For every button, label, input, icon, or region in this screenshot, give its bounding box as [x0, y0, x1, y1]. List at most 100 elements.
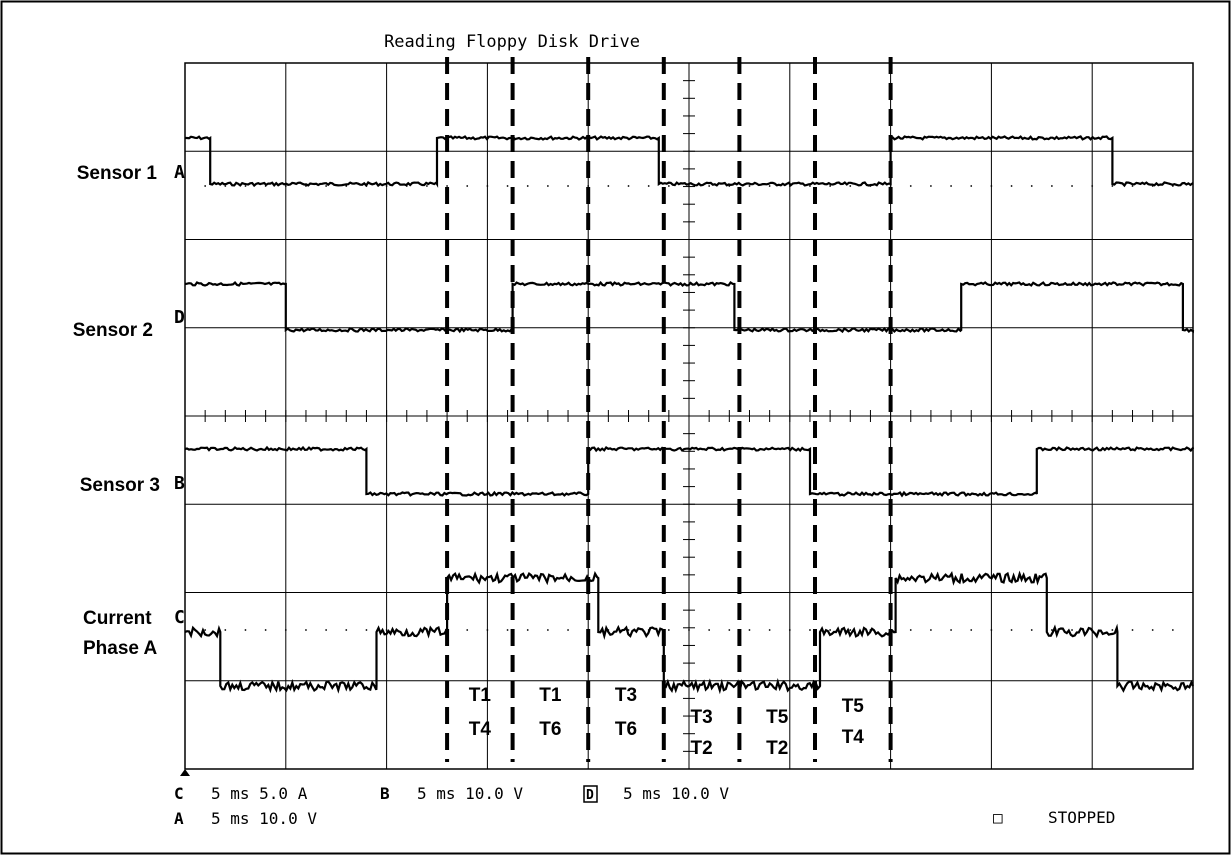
status-indicator-icon: □: [993, 808, 1003, 827]
ground-dot: [1131, 185, 1134, 187]
ground-dot: [1131, 629, 1134, 631]
ground-dot: [546, 629, 549, 631]
ground-dot: [385, 629, 388, 631]
readout-c-channel: C: [174, 784, 184, 803]
segment-label-bottom: T4: [842, 727, 865, 748]
ground-dot: [849, 629, 852, 631]
segment-label-bottom: T6: [615, 719, 637, 740]
channel-marker-a: A: [174, 162, 185, 183]
ground-dot: [809, 185, 811, 187]
readout-b-channel: B: [380, 784, 390, 803]
ground-dot: [748, 629, 751, 631]
readout-a-channel: A: [174, 809, 184, 828]
ground-dot: [930, 185, 932, 187]
ground-dot: [325, 629, 328, 631]
ground-dot: [567, 629, 569, 631]
label-sensor-3: Sensor 3: [80, 475, 160, 496]
ground-dot: [909, 185, 912, 187]
ground-dot: [809, 629, 811, 631]
segment-label-top: T1: [539, 685, 562, 706]
ground-dot: [1050, 185, 1053, 187]
segment-label-top: T5: [842, 696, 865, 717]
ground-dot: [970, 185, 973, 187]
ground-dot: [950, 185, 952, 187]
ground-dot: [224, 629, 227, 631]
ground-dot: [446, 185, 448, 187]
ground-dot: [325, 185, 328, 187]
ground-dot: [930, 629, 932, 631]
ground-dot: [1010, 185, 1013, 187]
dashed-markers: [445, 57, 893, 762]
ground-dot: [567, 185, 569, 187]
ground-dot: [506, 185, 509, 187]
ground-dot: [204, 629, 207, 631]
ground-dot: [587, 185, 590, 187]
label-current-line1: Current: [83, 608, 152, 629]
channel-marker-c: C: [174, 607, 185, 628]
ground-dot: [224, 185, 227, 187]
ground-dot: [728, 629, 731, 631]
graticule: [184, 62, 1194, 770]
segment-labels: T1 T4 T1 T6 T3 T6 T3 T2 T5 T2 T5 T4: [469, 685, 865, 759]
ground-dot: [345, 629, 348, 631]
ground-dot: [788, 629, 791, 631]
ground-dot: [990, 185, 993, 187]
segment-label-bottom: T2: [766, 738, 788, 759]
ground-dot: [950, 629, 952, 631]
ground-dot: [970, 629, 973, 631]
segment-label-top: T3: [691, 707, 713, 728]
ground-dot: [486, 185, 489, 187]
ground-dot: [305, 629, 307, 631]
ground-dot: [244, 185, 247, 187]
trace-current-phase-a: [184, 570, 1195, 695]
ground-dot: [667, 185, 670, 187]
ground-dot: [526, 185, 529, 187]
ground-dot: [1111, 629, 1114, 631]
ground-dot: [546, 185, 549, 187]
ground-dot: [1030, 629, 1033, 631]
trace-sensor-1: [185, 135, 1194, 188]
channel-marker-b: B: [174, 473, 185, 494]
readout-c-text: 5 ms 5.0 A: [211, 784, 308, 803]
ground-dot: [1171, 629, 1174, 631]
ground-dot: [627, 185, 630, 187]
ground-dot: [909, 629, 912, 631]
ground-dot: [1071, 185, 1073, 187]
segment-label-bottom: T6: [539, 719, 561, 740]
ground-dot: [526, 629, 529, 631]
ground-dot: [748, 185, 751, 187]
ground-dot: [466, 629, 469, 631]
ground-dot: [889, 185, 892, 187]
trace-sensor-3: [184, 445, 1195, 498]
ground-dot: [284, 185, 287, 187]
readout-b-text: 5 ms 10.0 V: [417, 784, 523, 803]
traces: [184, 135, 1195, 695]
ground-dot: [426, 185, 428, 187]
ground-dot: [244, 629, 247, 631]
ground-dot: [829, 185, 832, 187]
ground-dot: [849, 185, 852, 187]
ground-dot: [708, 185, 711, 187]
ground-dot: [1091, 185, 1094, 187]
ground-dot: [768, 185, 771, 187]
ground-dot: [365, 629, 368, 631]
segment-label-top: T5: [766, 707, 789, 728]
chart-title: Reading Floppy Disk Drive: [384, 32, 640, 52]
ground-dot: [1010, 629, 1013, 631]
label-sensor-1: Sensor 1: [77, 163, 158, 184]
readout-d-box: [583, 785, 598, 803]
trace-sensor-2: [184, 280, 1195, 334]
label-sensor-2: Sensor 2: [73, 320, 153, 341]
readout-d-channel: D: [586, 788, 594, 803]
ground-dot: [284, 629, 287, 631]
ground-dot: [1151, 629, 1154, 631]
ground-dot: [385, 185, 388, 187]
channel-marker-d: D: [174, 307, 185, 328]
segment-label-top: T3: [615, 685, 637, 706]
ground-dot: [688, 185, 690, 187]
ground-dot: [1071, 629, 1073, 631]
ground-dot: [204, 185, 207, 187]
ground-dot: [708, 629, 711, 631]
